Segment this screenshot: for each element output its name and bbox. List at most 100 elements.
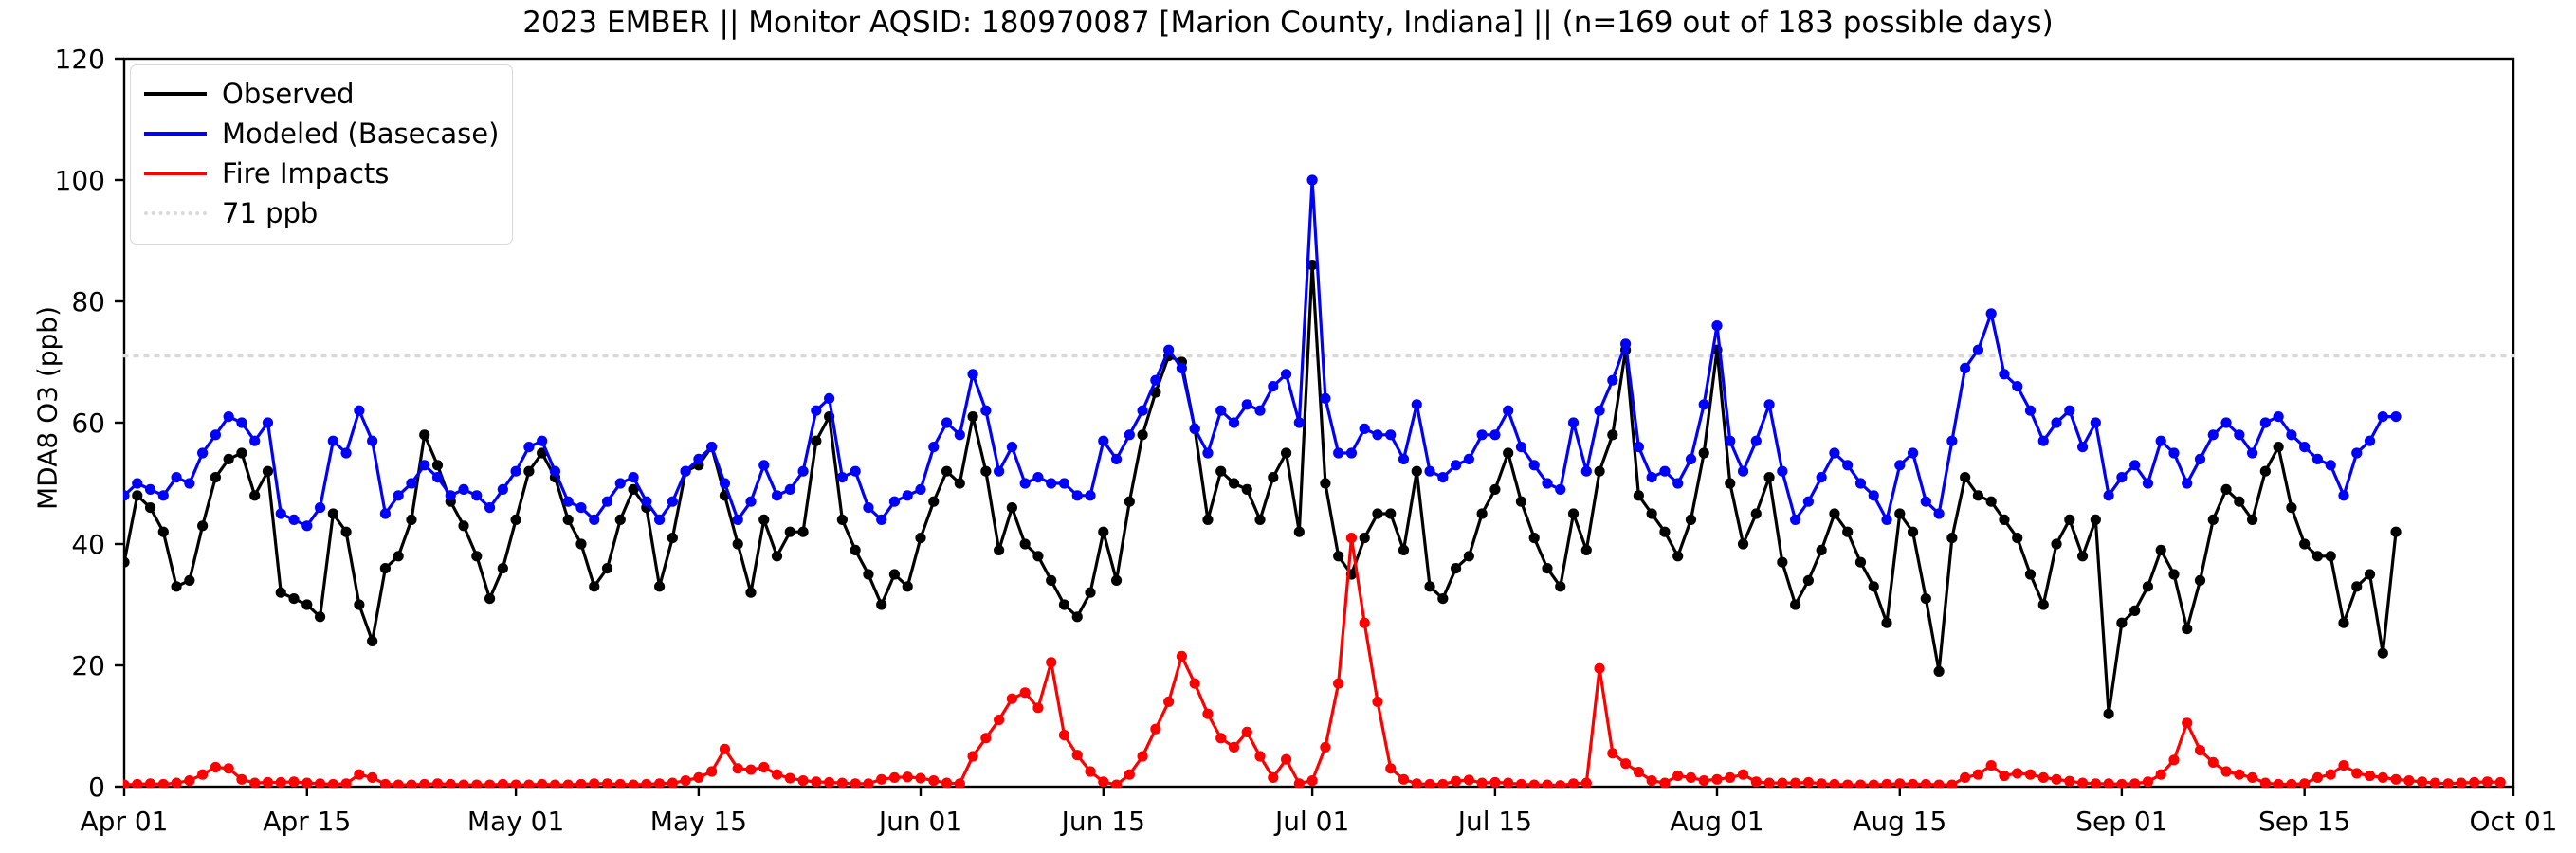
data-point <box>2338 617 2349 628</box>
data-point <box>1163 696 1175 708</box>
data-point <box>2194 453 2206 464</box>
data-point <box>1763 472 1775 483</box>
data-point <box>1359 533 1370 544</box>
data-point <box>1006 693 1017 704</box>
data-point <box>484 502 496 514</box>
data-point <box>2064 405 2075 416</box>
x-tick-label: Apr 15 <box>263 806 351 837</box>
data-point <box>379 778 392 788</box>
data-point <box>693 453 704 464</box>
data-point <box>549 779 561 788</box>
data-point <box>1790 599 1801 610</box>
data-point <box>1816 472 1827 483</box>
data-point <box>367 635 378 647</box>
data-point <box>2012 381 2023 392</box>
data-point <box>863 569 874 580</box>
data-point <box>2403 775 2415 787</box>
data-point <box>1555 780 1566 788</box>
data-point <box>1098 526 1109 537</box>
data-point <box>1085 766 1096 777</box>
data-point <box>1424 581 1435 592</box>
data-point <box>706 766 718 777</box>
data-point <box>1071 750 1083 761</box>
data-point <box>915 772 926 784</box>
data-point <box>1476 429 1488 441</box>
data-point <box>2351 447 2363 459</box>
data-point <box>2481 776 2494 788</box>
data-point <box>1450 460 1462 471</box>
data-point <box>314 778 326 788</box>
data-point <box>1345 447 1358 459</box>
data-point <box>1907 526 1919 537</box>
data-point <box>562 514 574 526</box>
data-point <box>1372 696 1383 708</box>
data-point <box>1960 362 1971 373</box>
data-point <box>2103 778 2114 788</box>
data-point <box>431 778 444 788</box>
data-point <box>1254 751 1266 762</box>
data-point <box>2338 490 2349 501</box>
data-point <box>2299 442 2311 453</box>
data-point <box>850 465 861 477</box>
data-point <box>1058 730 1070 741</box>
data-point <box>144 502 156 514</box>
data-point <box>1372 429 1383 441</box>
data-point <box>1071 611 1083 623</box>
data-point <box>941 465 953 477</box>
data-point <box>445 490 456 501</box>
data-point <box>406 478 417 489</box>
data-point <box>732 538 743 550</box>
data-point <box>1032 472 1044 483</box>
data-point <box>144 778 156 788</box>
data-point <box>1437 472 1449 483</box>
data-point <box>1790 514 1801 526</box>
data-point <box>314 611 326 623</box>
data-point <box>1124 496 1135 507</box>
data-point <box>1777 777 1788 788</box>
data-point <box>1424 778 1435 788</box>
data-point <box>2286 429 2297 441</box>
data-point <box>2377 411 2388 423</box>
data-point <box>732 763 743 774</box>
data-point <box>1881 514 1892 526</box>
data-point <box>2168 447 2180 459</box>
data-point <box>1881 778 1892 788</box>
data-point <box>1646 508 1657 519</box>
data-point <box>1228 741 1240 753</box>
data-point <box>1268 381 1279 392</box>
data-point <box>1842 779 1854 788</box>
data-point <box>2390 526 2402 537</box>
data-point <box>2246 771 2258 784</box>
data-point <box>1489 483 1501 495</box>
data-point <box>157 490 169 501</box>
data-point <box>1398 453 1410 464</box>
data-point <box>1737 465 1749 477</box>
data-point <box>2037 599 2049 610</box>
x-tick-label: Jul 15 <box>1456 806 1532 837</box>
data-point <box>301 520 313 532</box>
data-point <box>1228 417 1240 428</box>
data-point <box>2090 514 2101 526</box>
data-point <box>2417 776 2428 788</box>
data-point <box>1907 447 1919 459</box>
data-point <box>1110 574 1123 587</box>
data-point <box>288 514 300 526</box>
data-point <box>1372 508 1383 519</box>
data-point <box>1215 465 1227 477</box>
data-point <box>2129 605 2141 617</box>
data-point <box>1685 771 1697 784</box>
data-point <box>980 405 992 416</box>
legend-item: Modeled (Basecase) <box>144 114 499 154</box>
data-point <box>1868 779 1879 788</box>
data-point <box>1946 435 1958 446</box>
data-point <box>667 777 678 788</box>
data-point <box>210 429 221 441</box>
data-point <box>836 777 848 788</box>
data-point <box>1268 472 1279 483</box>
data-point <box>1607 374 1618 386</box>
data-point <box>980 733 992 744</box>
data-point <box>1476 777 1488 788</box>
data-point <box>2076 551 2089 562</box>
data-point <box>2299 538 2311 550</box>
